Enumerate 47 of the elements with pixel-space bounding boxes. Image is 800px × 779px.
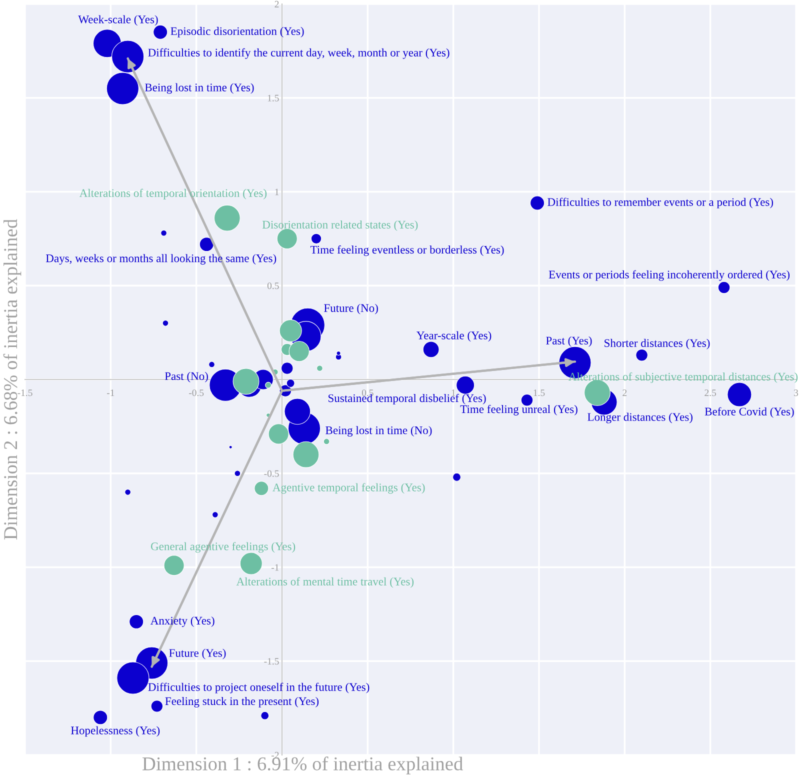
annotation: Difficulties to project oneself in the future (Yes) — [148, 682, 370, 694]
y-tick-label: -1.5 — [264, 658, 279, 665]
x-tick-label: 1 — [452, 390, 456, 396]
x-tick-label: 2 — [622, 390, 627, 396]
annotation: Events or periods feeling incoherently ordered (Yes) — [548, 270, 790, 281]
annotation: Anxiety (Yes) — [150, 616, 214, 627]
annotation: Future (No) — [324, 304, 378, 314]
annotation: Shorter distances (Yes) — [604, 338, 710, 350]
annotation: Future (Yes) — [169, 648, 226, 660]
annotation: Past (No) — [164, 372, 208, 382]
y-tick-label: 2 — [274, 0, 279, 8]
annotation: Alterations of temporal orientation (Yes) — [79, 188, 267, 200]
annotation: Days, weeks or months all looking the same (Yes) — [46, 254, 276, 265]
x-axis-title: Dimension 1 : 6.91% of inertia explained — [142, 756, 463, 774]
x-tick-label: -0.5 — [189, 390, 204, 396]
annotation: Time feeling unreal (Yes) — [460, 404, 578, 416]
annotation: Disorientation related states (Yes) — [262, 220, 418, 231]
annotation: Past (Yes) — [546, 336, 592, 347]
y-tick-label: 1.5 — [268, 94, 279, 102]
x-tick-label: 3 — [794, 390, 798, 396]
annotation: Feeling stuck in the present (Yes) — [165, 696, 319, 708]
annotation: Difficulties to identify the current day, week, month or year (Yes) — [148, 48, 450, 59]
annotation: Alterations of mental time travel (Yes) — [236, 577, 414, 588]
annotation: Time feeling eventless or borderless (Yes) — [310, 245, 504, 256]
annotation: Episodic disorientation (Yes) — [170, 26, 304, 38]
annotation: Hopelessness (Yes) — [70, 726, 160, 737]
annotation: General agentive feelings (Yes) — [150, 542, 296, 553]
x-tick-label: -1.5 — [18, 390, 32, 396]
annotation: Longer distances (Yes) — [588, 412, 692, 424]
annotation: Before Covid (Yes) — [704, 407, 794, 418]
y-tick-label: -1 — [271, 564, 279, 571]
y-tick-label: -2 — [271, 752, 279, 758]
annotation: Being lost in time (No) — [326, 426, 432, 437]
annotation: Year-scale (Yes) — [416, 331, 492, 342]
y-tick-label: -0.5 — [264, 470, 279, 477]
x-tick-label: 0.5 — [362, 390, 374, 396]
annotation: Being lost in time (Yes) — [144, 83, 254, 94]
x-tick-label: -1 — [106, 390, 114, 396]
annotation: Agentive temporal feelings (Yes) — [272, 483, 425, 494]
annotation: Alterations of subjective temporal distances (Yes) — [568, 372, 798, 383]
y-tick-label: 1 — [275, 188, 279, 196]
y-tick-label: 0.5 — [267, 282, 279, 290]
annotation: Difficulties to remember events or a period (Yes) — [548, 198, 774, 208]
annotation: Week-scale (Yes) — [78, 15, 158, 26]
x-tick-label: 2.5 — [704, 390, 716, 396]
annotation: Sustained temporal disbelief (Yes) — [328, 394, 486, 404]
x-tick-label: 1.5 — [534, 390, 545, 396]
